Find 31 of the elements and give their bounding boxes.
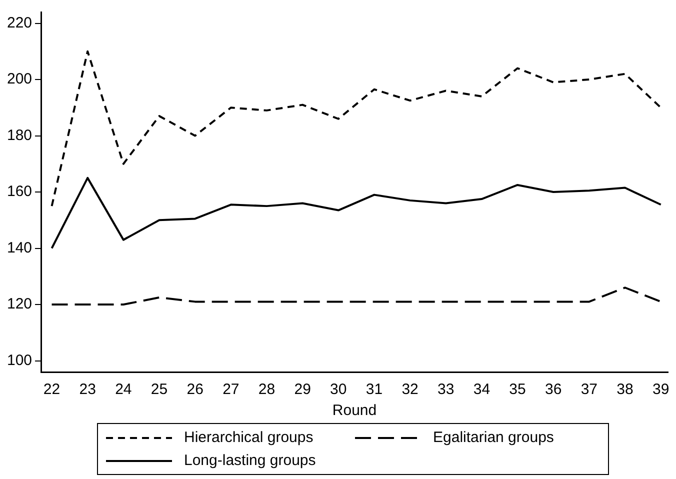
- x-tick-label: 25: [150, 381, 168, 398]
- line-series: [50, 286, 662, 306]
- x-tick-label: 30: [330, 381, 347, 398]
- y-tick-label: 200: [6, 70, 32, 88]
- legend-label: Egalitarian groups: [433, 429, 554, 446]
- x-axis-title: Round: [332, 402, 377, 420]
- y-tick-label: 220: [6, 14, 32, 32]
- y-tick-label: 160: [6, 183, 32, 200]
- x-tick-label: 24: [115, 381, 132, 398]
- x-tick-label: 23: [79, 381, 96, 398]
- x-tick-label: 22: [43, 381, 60, 398]
- x-tick-label: 31: [366, 381, 383, 398]
- x-tick-label: 26: [186, 381, 204, 398]
- x-tick-label: 32: [402, 381, 418, 398]
- x-tick-label: 37: [580, 381, 598, 398]
- y-tick-label: 140: [6, 239, 32, 256]
- x-tick-label: 36: [545, 381, 562, 398]
- line-series: [50, 50, 662, 208]
- x-tick-label: 33: [438, 381, 454, 398]
- y-tick-label: 180: [6, 126, 32, 144]
- x-tick-label: 39: [652, 381, 670, 398]
- legend-label: Hierarchical groups: [184, 429, 314, 446]
- x-tick-label: 27: [222, 381, 240, 398]
- x-tick-label: 35: [509, 381, 526, 398]
- legend-label: Long-lasting groups: [184, 452, 316, 469]
- y-tick-label: 100: [6, 352, 32, 369]
- x-tick-label: 29: [294, 381, 311, 398]
- y-tick-label: 120: [6, 296, 32, 313]
- x-tick-label: 28: [258, 381, 276, 398]
- x-tick-label: 34: [473, 381, 490, 398]
- x-tick-label: 38: [616, 381, 634, 398]
